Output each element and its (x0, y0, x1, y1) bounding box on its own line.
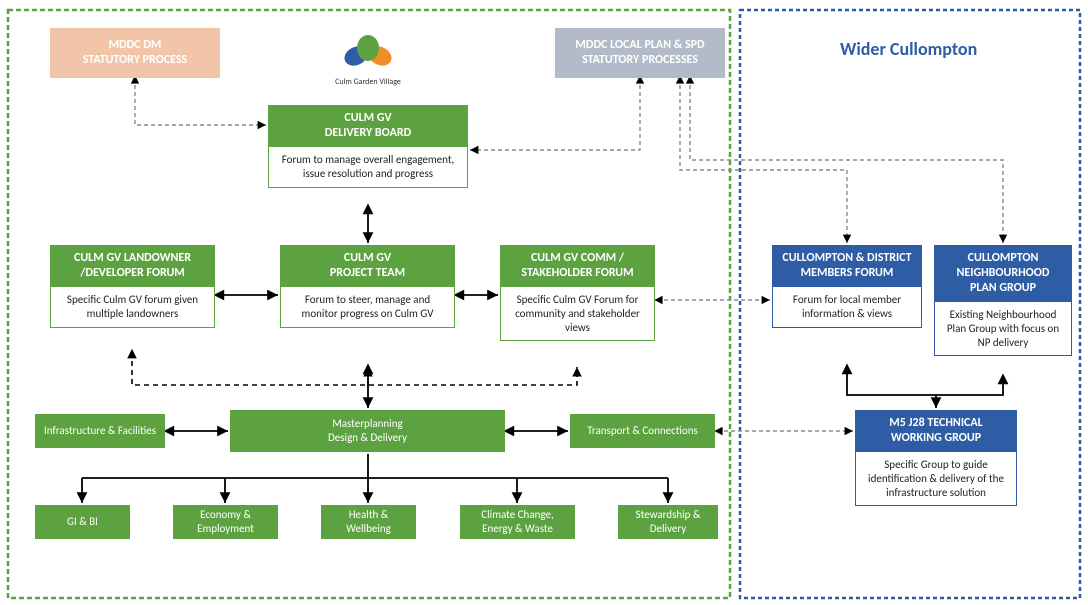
node-stakeholder: CULM GV COMM / STAKEHOLDER FORUMSpecific… (500, 245, 655, 341)
node-transport: Transport & Connections (570, 414, 715, 448)
wider-cullompton-title: Wider Cullompton (840, 38, 977, 60)
node-m5: M5 J28 TECHNICAL WORKING GROUPSpecific G… (855, 410, 1017, 506)
node-project_team-title: CULM GVPROJECT TEAM (280, 245, 455, 287)
node-stakeholder-body: Specific Culm GV Forum for community and… (500, 287, 655, 341)
node-np_group: CULLOMPTON NEIGHBOURHOOD PLAN GROUPExist… (934, 245, 1072, 356)
node-m5-title: M5 J28 TECHNICAL WORKING GROUP (855, 410, 1017, 452)
node-landowner-body: Specific Culm GV forum given multiple la… (50, 287, 215, 328)
node-np_group-title: CULLOMPTON NEIGHBOURHOOD PLAN GROUP (934, 245, 1072, 302)
node-members_forum: CULLOMPTON & DISTRICT MEMBERS FORUMForum… (772, 245, 922, 328)
node-landowner: CULM GV LANDOWNER /DEVELOPER FORUMSpecif… (50, 245, 215, 328)
node-mddc_dm-title: MDDC DMSTATUTORY PROCESS (50, 28, 220, 78)
node-project_team-body: Forum to steer, manage and monitor progr… (280, 287, 455, 328)
node-masterplanning: MasterplanningDesign & Delivery (230, 410, 505, 452)
node-mddc_local-title: MDDC LOCAL PLAN & SPDSTATUTORY PROCESSES (555, 28, 725, 78)
node-np_group-body: Existing Neighbourhood Plan Group with f… (934, 302, 1072, 356)
node-health: Health & Wellbeing (321, 505, 416, 539)
node-members_forum-body: Forum for local member information & vie… (772, 287, 922, 328)
node-delivery_board-title: CULM GVDELIVERY BOARD (268, 105, 468, 147)
node-stewardship: Stewardship & Delivery (618, 505, 718, 539)
logo-label: Culm Garden Village (318, 77, 418, 87)
node-members_forum-title: CULLOMPTON & DISTRICT MEMBERS FORUM (772, 245, 922, 287)
node-landowner-title: CULM GV LANDOWNER /DEVELOPER FORUM (50, 245, 215, 287)
node-m5-body: Specific Group to guide identification &… (855, 452, 1017, 506)
node-project_team: CULM GVPROJECT TEAMForum to steer, manag… (280, 245, 455, 328)
node-climate: Climate Change, Energy & Waste (460, 505, 575, 539)
node-delivery_board-body: Forum to manage overall engagement, issu… (268, 147, 468, 188)
node-infrastructure: Infrastructure & Facilities (35, 414, 165, 448)
node-gi_bi: GI & BI (35, 505, 130, 539)
node-stakeholder-title: CULM GV COMM / STAKEHOLDER FORUM (500, 245, 655, 287)
node-mddc_local: MDDC LOCAL PLAN & SPDSTATUTORY PROCESSES (555, 28, 725, 78)
node-economy: Economy & Employment (173, 505, 278, 539)
node-delivery_board: CULM GVDELIVERY BOARDForum to manage ove… (268, 105, 468, 188)
node-mddc_dm: MDDC DMSTATUTORY PROCESS (50, 28, 220, 78)
culm-gv-logo: Culm Garden Village (318, 30, 418, 87)
